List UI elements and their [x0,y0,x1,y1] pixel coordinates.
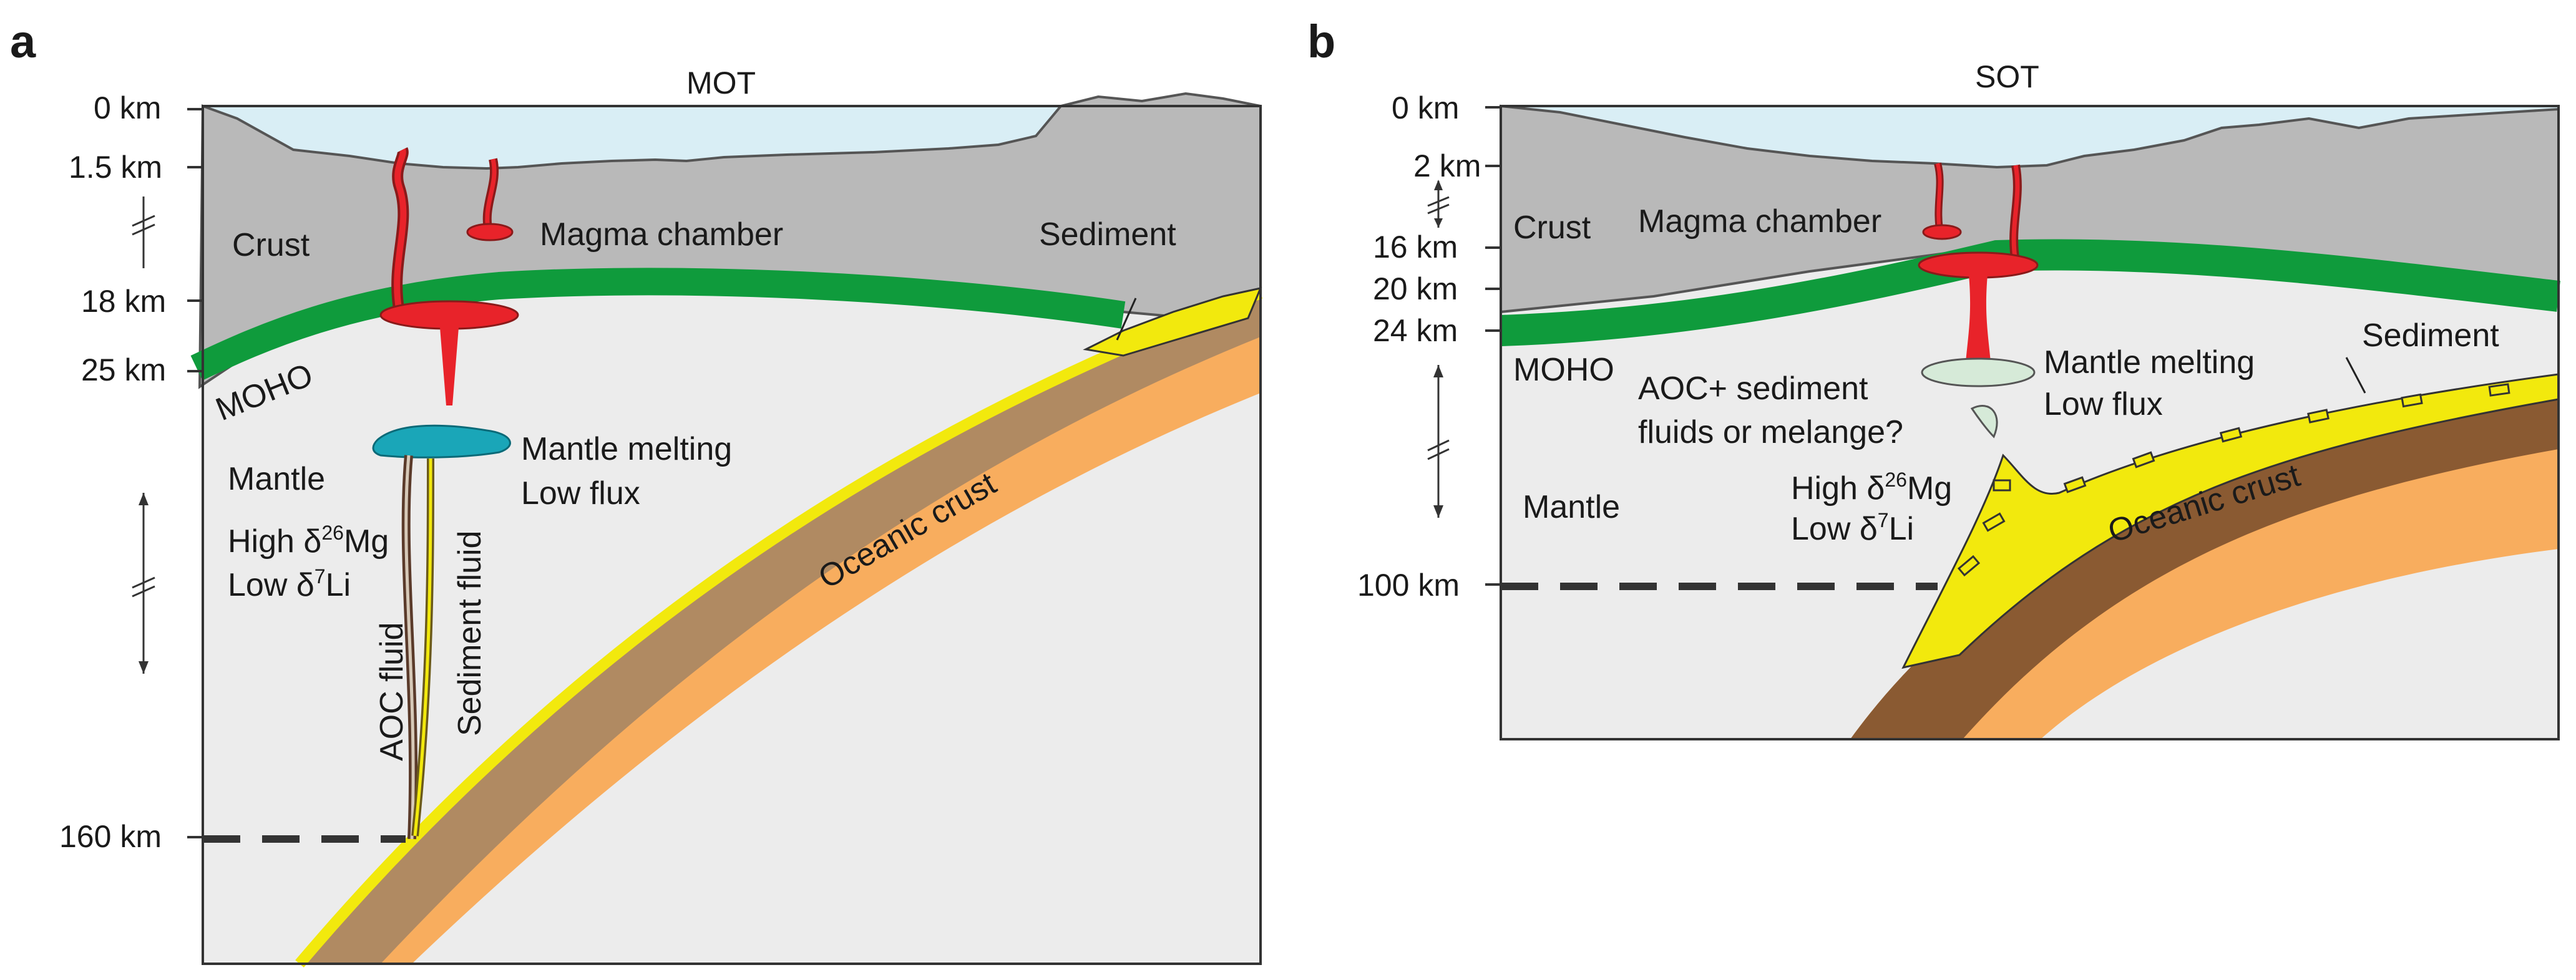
panel-a-depth-0: 0 km [94,90,161,125]
panel-b-sediment-label: Sediment [2362,318,2499,354]
panel-b-mantle-label: Mantle [1523,489,1620,525]
panel-a-aoc-fluid-label: AOC fluid [374,622,410,761]
panel-b-moho-label: MOHO [1513,352,1614,388]
panel-a-depth-3: 25 km [81,352,166,387]
panel-b-melange-blocks [1957,383,2510,577]
panel-a-sediment-layer [295,288,1263,968]
panel-b-sediment-leader [2345,357,2366,394]
panel-b-title: SOT [1975,59,2039,94]
panel-a-depth-2: 18 km [81,284,166,319]
panel-a-depth-1: 1.5 km [69,150,162,185]
panel-a-mantle-melting-label: Mantle melting [521,431,732,467]
panel-b-sediment-melange [1901,373,2560,669]
panel-b-rising-blob [1970,405,1998,439]
panel-a: a MOT 0 km [10,16,1263,968]
svg-text:Low δ7Li: Low δ7Li [1791,509,1914,547]
panel-b-depth-3: 20 km [1373,271,1458,306]
panel-a-depth-axis: 0 km 1.5 km 18 km 25 km 160 km [59,90,406,854]
panel-b-aoc-sediment-label: AOC+ sediment [1638,371,1868,407]
panel-b-small-magma-chamber [1922,224,1962,240]
panel-a-frame [202,105,1262,965]
panel-a-sediment-fluid-label: Sediment fluid [452,530,488,736]
panel-b-feeder [1966,274,1991,362]
panel-a-mantle-label: Mantle [228,461,325,497]
panel-a-crust-label: Crust [232,227,310,263]
panel-b-li-isotope-label: Low δ7Li [1791,509,1914,547]
panel-b-letter: b [1307,16,1335,67]
panel-a-feeder [440,327,459,405]
panel-a-depth-4: 160 km [59,819,162,854]
panel-a-magma-chamber [379,300,519,330]
panel-a-low-flux-label: Low flux [521,475,640,512]
panel-b-depth-1: 2 km [1413,148,1481,183]
panel-a-li-isotope-label: Low δ7Li [228,565,351,603]
svg-text:High δ26Mg: High δ26Mg [228,522,389,560]
svg-text:Low δ7Li: Low δ7Li [228,565,351,603]
svg-text:High δ26Mg: High δ26Mg [1791,468,1952,507]
panel-b-mantle-melt [1921,357,2036,387]
panel-b-depth-2: 16 km [1373,230,1458,264]
panel-a-letter: a [10,16,36,67]
panel-b-depth-axis: 0 km 2 km 16 km 20 km 24 km 100 km [1357,90,1938,603]
panel-b-oceanic-crust [1850,399,2559,739]
panel-b-magma-chamber [1918,251,2039,279]
panel-b-depth-5: 100 km [1357,568,1460,603]
panel-b-fluids-melange-label: fluids or melange? [1638,414,1903,450]
panel-b-low-flux-label: Low flux [2044,386,2163,422]
panel-b-crust-label: Crust [1513,210,1591,246]
panel-b-depth-0: 0 km [1392,90,1459,125]
panel-a-mantle-melt [372,424,511,458]
panel-b-mantle-melting-label: Mantle melting [2044,344,2255,381]
panel-a-moho [190,268,1126,381]
panel-b: b SOT [1307,16,2560,740]
panel-a-magma-chamber-label: Magma chamber [540,216,783,253]
panel-a-sediment-leader [1116,298,1137,341]
panel-b-magma-chamber-label: Magma chamber [1638,203,1881,240]
panel-b-mg-isotope-label: High δ26Mg [1791,468,1952,507]
panel-b-depth-4: 24 km [1373,313,1458,348]
panel-a-mg-isotope-label: High δ26Mg [228,522,389,560]
panel-a-oceanic-crust [300,293,1261,964]
panel-a-sediment-label: Sediment [1039,216,1176,253]
panel-a-title: MOT [686,65,756,100]
panel-a-small-magma-chamber [466,223,514,241]
panel-b-frame [1500,105,2560,740]
